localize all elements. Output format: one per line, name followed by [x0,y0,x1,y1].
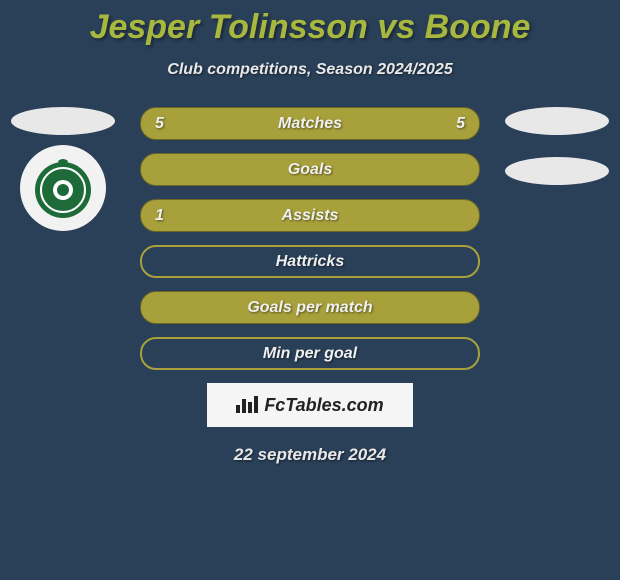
left-player-column [8,107,118,231]
stat-right-value: 5 [456,115,465,133]
player-flag-right [505,107,609,135]
club-ellipse-right [505,157,609,185]
footer-date: 22 september 2024 [0,445,620,465]
stat-left-value: 5 [155,115,164,133]
stat-row-min-per-goal: Min per goal [140,337,480,370]
stat-row-matches: 5 Matches 5 [140,107,480,140]
chart-icon [236,393,258,418]
lommel-crest-icon [28,153,98,223]
club-crest-left [20,145,106,231]
stat-label: Assists [282,207,339,225]
page-subtitle: Club competitions, Season 2024/2025 [0,61,620,79]
right-player-column [502,107,612,185]
stat-row-goals-per-match: Goals per match [140,291,480,324]
stat-label: Min per goal [263,345,357,363]
stat-label: Goals per match [247,299,372,317]
stat-label: Goals [288,161,332,179]
branding-box: FcTables.com [207,383,413,427]
stat-row-assists: 1 Assists [140,199,480,232]
stats-bars: 5 Matches 5 Goals 1 Assists Hattricks Go… [140,107,480,383]
page-title: Jesper Tolinsson vs Boone [0,0,620,47]
stat-label: Matches [278,115,342,133]
stat-row-goals: Goals [140,153,480,186]
branding-text: FcTables.com [264,395,383,416]
stat-row-hattricks: Hattricks [140,245,480,278]
player-flag-left [11,107,115,135]
stat-label: Hattricks [276,253,344,271]
stat-left-value: 1 [155,207,164,225]
comparison-chart: 5 Matches 5 Goals 1 Assists Hattricks Go… [0,107,620,377]
